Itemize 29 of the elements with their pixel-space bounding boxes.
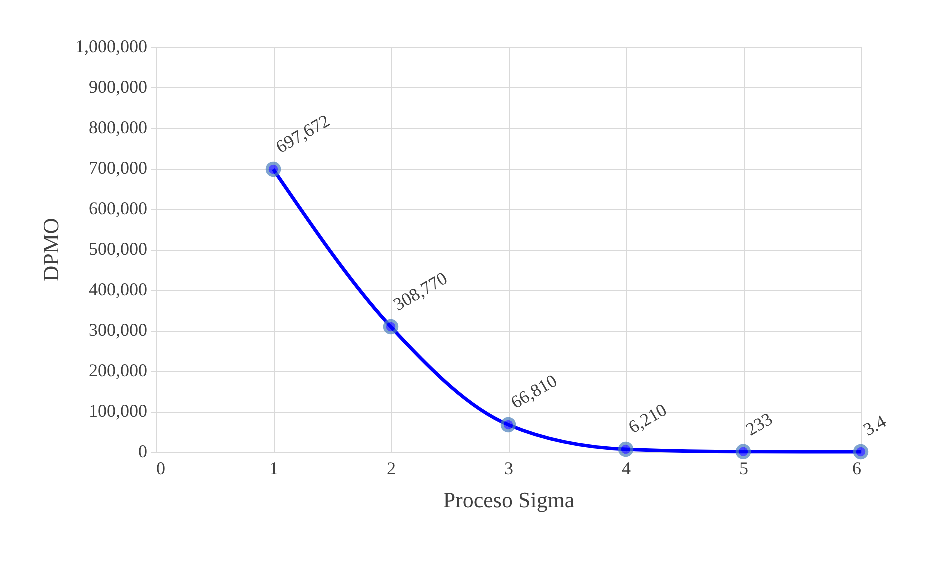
x-tick-label: 2	[387, 458, 396, 478]
y-tick-label: 900,000	[89, 77, 148, 97]
x-axis-title: Proceso Sigma	[443, 488, 575, 512]
y-tick-label: 600,000	[89, 198, 148, 218]
y-tick-label: 0	[138, 442, 148, 462]
point	[266, 162, 282, 178]
x-tick-label: 4	[622, 458, 631, 478]
y-axis-title: DPMO	[38, 218, 64, 282]
y-tick-label: 700,000	[89, 158, 148, 178]
point	[618, 442, 634, 458]
point	[736, 444, 752, 460]
x-tick-label: 3	[504, 458, 514, 478]
y-tick-label: 300,000	[89, 320, 148, 340]
point	[853, 444, 869, 460]
y-tick-label: 800,000	[89, 118, 148, 138]
point	[500, 417, 516, 433]
y-tick-label: 1,000,000	[76, 36, 148, 56]
point	[383, 319, 399, 335]
data-label: 6,210	[625, 400, 670, 438]
y-tick-label: 100,000	[89, 401, 148, 421]
y-tick-label: 500,000	[89, 239, 148, 259]
x-tick-label: 5	[740, 458, 748, 478]
y-tick-label: 200,000	[89, 360, 148, 380]
x-tick-label: 1	[270, 458, 278, 478]
y-tick-label: 400,000	[89, 280, 148, 300]
x-tick-label: 6	[852, 458, 862, 478]
x-tick-label: 0	[156, 458, 166, 478]
data-label: 233	[742, 408, 776, 440]
data-label: 3.4	[860, 411, 890, 440]
